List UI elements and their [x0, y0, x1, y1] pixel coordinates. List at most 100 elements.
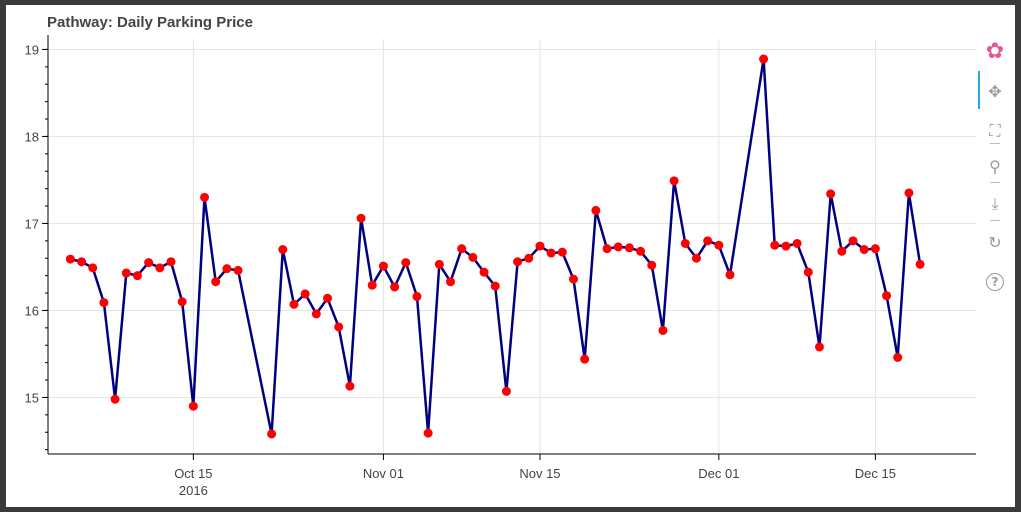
x-tick-sublabel: 2016: [179, 483, 208, 498]
data-point: [613, 242, 623, 252]
data-point: [434, 259, 444, 269]
data-point: [132, 271, 142, 281]
y-tick-label: 18: [25, 129, 39, 144]
data-point: [200, 192, 210, 202]
data-point: [915, 259, 925, 269]
bokeh-logo-icon: ✿: [985, 38, 1005, 64]
data-point: [893, 352, 903, 362]
chart-title: Pathway: Daily Parking Price: [47, 14, 253, 31]
reset-icon[interactable]: ↻: [988, 232, 1002, 252]
data-point: [658, 325, 668, 335]
box-zoom-icon[interactable]: ⛶: [989, 121, 1001, 140]
data-point: [524, 253, 534, 263]
data-point: [211, 277, 221, 287]
data-point: [781, 241, 791, 251]
data-point: [155, 263, 165, 273]
data-point: [468, 252, 478, 262]
data-point: [770, 240, 780, 250]
data-point: [188, 401, 198, 411]
active-tool-indicator: [978, 71, 980, 109]
save-icon[interactable]: ⤓: [991, 194, 999, 213]
x-tick-label: Nov 15: [519, 466, 560, 481]
data-point: [423, 428, 433, 438]
data-point: [803, 267, 813, 277]
x-tick-label: Dec 01: [698, 466, 739, 481]
y-tick-label: 19: [25, 42, 39, 57]
data-point: [233, 265, 243, 275]
data-point: [759, 54, 769, 64]
data-point: [513, 257, 523, 267]
data-points: [65, 54, 925, 439]
data-point: [390, 282, 400, 292]
data-point: [177, 297, 187, 307]
data-point: [121, 268, 131, 278]
data-point: [691, 253, 701, 263]
axes: [42, 35, 976, 460]
pan-icon[interactable]: ✥: [988, 81, 1002, 101]
y-tick-label: 17: [25, 216, 39, 231]
wheel-zoom-icon[interactable]: ⚲: [989, 156, 1001, 176]
data-point: [267, 429, 277, 439]
data-point: [378, 261, 388, 271]
data-point: [837, 246, 847, 256]
chart-panel: Pathway: Daily Parking Price 15 16 17 18 19 O…: [6, 5, 1015, 507]
data-point: [65, 254, 75, 264]
data-point: [580, 354, 590, 364]
data-point: [546, 248, 556, 258]
line-chart[interactable]: 15 16 17 18 19 Oct 15 2016 Nov 01 Nov 15 Dec 01 De…: [6, 5, 976, 507]
x-tick-label: Dec 15: [855, 466, 896, 481]
data-point: [412, 292, 422, 302]
data-point: [792, 238, 802, 248]
data-point: [367, 280, 377, 290]
data-point: [814, 342, 824, 352]
data-point: [144, 258, 154, 268]
data-point: [714, 240, 724, 250]
data-point: [166, 257, 176, 267]
data-point: [278, 245, 288, 255]
data-point: [356, 213, 366, 223]
data-point: [882, 291, 892, 301]
data-point: [859, 245, 869, 255]
toolbar-separator: [990, 182, 1000, 183]
tick-labels: 15 16 17 18 19 Oct 15 2016 Nov 01 Nov 15 Dec 01 De…: [25, 42, 896, 498]
data-point: [826, 189, 836, 199]
data-point: [401, 258, 411, 268]
data-point: [624, 243, 634, 253]
data-point: [636, 246, 646, 256]
data-point: [77, 257, 87, 267]
data-point: [557, 247, 567, 257]
toolbar: ✿ ✥ ⛶ ⚲ ⤓ ↻?: [978, 35, 1012, 305]
data-point: [311, 309, 321, 319]
data-point: [535, 241, 545, 251]
toolbar-separator: [990, 143, 1000, 144]
data-point: [848, 236, 858, 246]
data-point: [110, 394, 120, 404]
y-tick-label: 15: [25, 390, 39, 405]
data-point: [703, 236, 713, 246]
data-point: [870, 244, 880, 254]
y-tick-label: 16: [25, 303, 39, 318]
data-point: [591, 205, 601, 215]
data-point: [725, 270, 735, 280]
grid: [48, 39, 976, 454]
x-tick-label: Nov 01: [363, 466, 404, 481]
data-point: [479, 267, 489, 277]
data-point: [490, 281, 500, 291]
data-point: [88, 263, 98, 273]
toolbar-separator: [990, 220, 1000, 221]
data-point: [323, 293, 333, 303]
data-point: [568, 274, 578, 284]
data-point: [669, 176, 679, 186]
data-point: [904, 188, 914, 198]
data-point: [446, 277, 456, 287]
data-point: [501, 386, 511, 396]
data-point: [289, 299, 299, 309]
data-point: [345, 381, 355, 391]
data-point: [300, 289, 310, 299]
help-icon[interactable]: ?: [980, 268, 1010, 296]
data-point: [680, 238, 690, 248]
data-point: [602, 244, 612, 254]
data-point: [457, 244, 467, 254]
x-tick-label: Oct 15: [174, 466, 212, 481]
data-point: [647, 260, 657, 270]
